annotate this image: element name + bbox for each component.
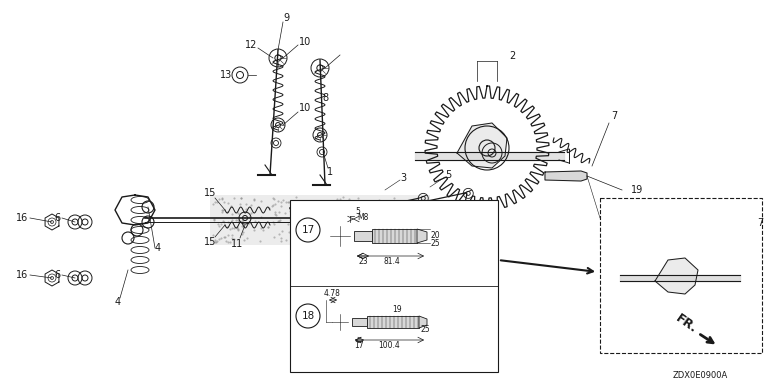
Polygon shape [419,316,427,328]
Circle shape [332,314,348,330]
Text: 10: 10 [299,103,311,113]
Polygon shape [457,123,507,168]
Text: 12: 12 [245,40,257,50]
Bar [354,231,372,241]
Text: 2: 2 [509,51,515,61]
Polygon shape [290,202,348,238]
Text: 20: 20 [430,232,440,240]
Text: 7: 7 [757,218,763,228]
Text: FR.: FR. [673,312,699,336]
Text: 6: 6 [54,270,60,280]
Text: 15: 15 [204,188,216,198]
Bar [372,229,417,243]
Text: 13: 13 [220,70,232,80]
Text: 3: 3 [377,235,383,245]
Text: 10: 10 [299,37,311,47]
Text: 6: 6 [54,213,60,223]
Text: 9: 9 [283,13,289,23]
Text: 7: 7 [611,111,617,121]
Text: 14: 14 [339,252,351,262]
Polygon shape [655,258,698,294]
Text: 1: 1 [327,167,333,177]
Bar [367,316,419,328]
Text: 15: 15 [204,237,216,247]
Text: ZDX0E0900A: ZDX0E0900A [672,371,727,379]
Bar [600,198,762,353]
Text: 5: 5 [356,207,360,217]
Text: 25: 25 [420,326,430,334]
Text: 16: 16 [16,270,28,280]
Bar [352,318,367,326]
Polygon shape [417,229,427,243]
Text: 18: 18 [301,311,315,321]
Polygon shape [545,171,587,181]
Text: 81.4: 81.4 [384,258,400,266]
Text: 11: 11 [231,239,243,249]
Text: 4: 4 [115,297,121,307]
Text: 16: 16 [16,213,28,223]
Circle shape [330,226,350,246]
Text: 17: 17 [301,225,315,235]
Text: M8: M8 [357,212,369,222]
Text: 8: 8 [322,93,328,103]
Text: 4.78: 4.78 [323,290,340,298]
Text: 19: 19 [631,185,643,195]
Text: 4: 4 [155,243,161,253]
Text: 3: 3 [400,173,406,183]
Text: 5: 5 [445,170,451,180]
Bar [290,200,498,372]
Text: 100.4: 100.4 [378,341,400,351]
Polygon shape [210,195,430,245]
Text: 23: 23 [358,258,368,266]
Text: 17: 17 [354,341,364,351]
Text: 25: 25 [430,240,440,248]
Text: 19: 19 [392,305,402,313]
